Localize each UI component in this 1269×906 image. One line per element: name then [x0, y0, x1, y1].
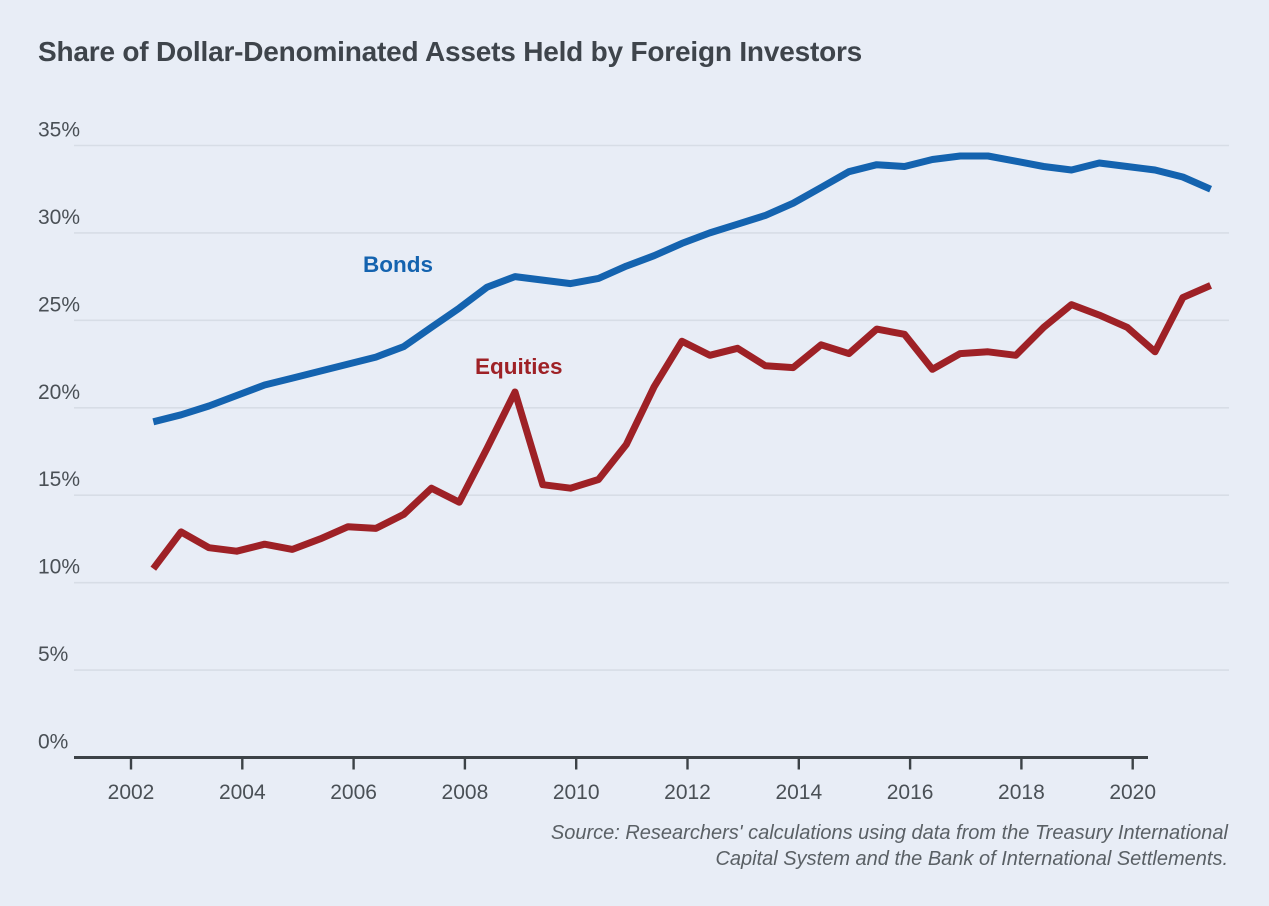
- bonds-line: [152, 152, 1213, 426]
- chart-title: Share of Dollar-Denominated Assets Held …: [38, 36, 863, 67]
- y-tick-label-0%: 0%: [38, 731, 68, 754]
- x-tick-label-2004: 2004: [219, 781, 266, 804]
- y-tick-label-25%: 25%: [38, 293, 80, 316]
- x-tick-label-2014: 2014: [775, 781, 822, 804]
- x-tick-label-2012: 2012: [664, 781, 711, 804]
- x-tick-label-2010: 2010: [553, 781, 600, 804]
- bonds-series-label: Bonds: [363, 252, 433, 277]
- equities-series-label: Equities: [475, 354, 563, 379]
- y-tick-label-20%: 20%: [38, 381, 80, 404]
- source-note-line1: Source: Researchers' calculations using …: [550, 822, 1228, 844]
- x-tick-label-2002: 2002: [108, 781, 155, 804]
- y-tick-label-10%: 10%: [38, 556, 80, 579]
- x-tick-label-2016: 2016: [887, 781, 934, 804]
- y-tick-label-15%: 15%: [38, 468, 80, 491]
- x-tick-label-2018: 2018: [998, 781, 1045, 804]
- x-tick-label-2006: 2006: [330, 781, 377, 804]
- source-note-line2: Capital System and the Bank of Internati…: [715, 848, 1228, 871]
- source-note: Source: Researchers' calculations using …: [328, 820, 1228, 873]
- y-tick-label-35%: 35%: [38, 118, 80, 141]
- x-tick-label-2008: 2008: [442, 781, 489, 804]
- y-tick-label-5%: 5%: [38, 643, 68, 666]
- x-tick-label-2020: 2020: [1109, 781, 1156, 804]
- equities-line: [150, 282, 1213, 571]
- y-tick-label-30%: 30%: [38, 206, 80, 229]
